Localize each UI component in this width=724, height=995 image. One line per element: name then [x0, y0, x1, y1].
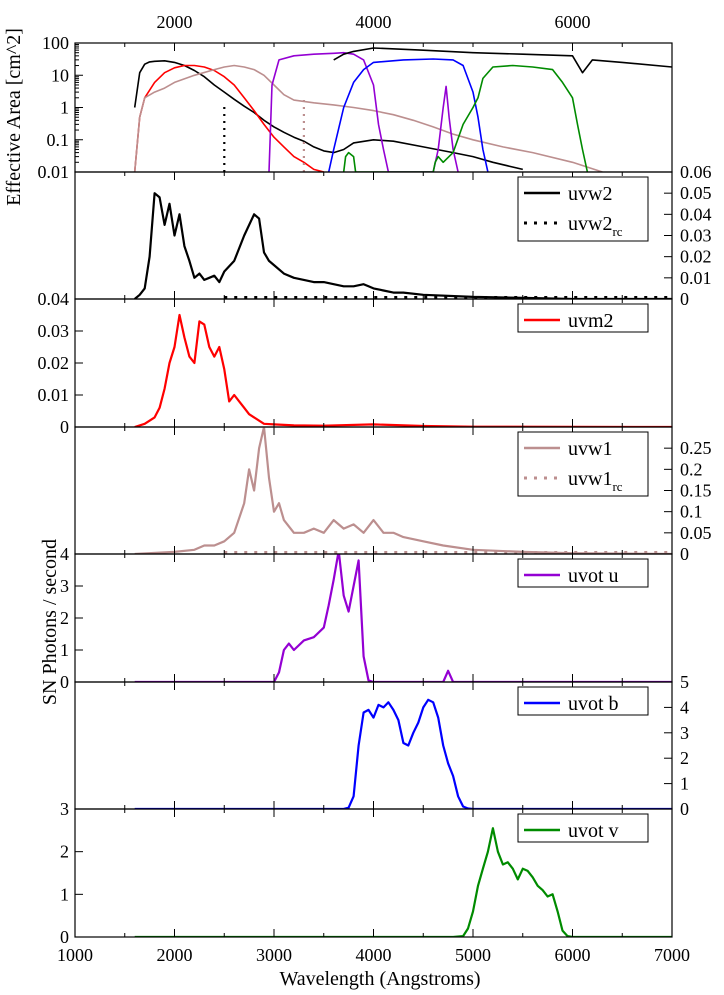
x-tick-label: 6000	[555, 945, 591, 965]
effective-area-line-uvot-b	[327, 58, 489, 172]
ea-y-tick-label: 0.1	[47, 130, 70, 150]
y-tick-label-right: 0.15	[680, 481, 712, 501]
legend-uvm2: uvm2	[517, 303, 649, 333]
panel-uvot-v: 0 1 2 3 uvot v	[60, 799, 673, 947]
effective-area-line-uvw2	[133, 59, 523, 171]
y-tick-label-right: 3	[680, 723, 689, 743]
y-tick-label-right: 0	[680, 799, 689, 819]
y-axis-label-area: Effective Area [cm^2]	[3, 28, 25, 206]
y-tick-label-left: 0.02	[38, 353, 70, 373]
effective-area-panel: 0.01 0.1 1 10 100 2000 4000 6000	[38, 12, 673, 182]
y-tick-label-right: 0.04	[680, 204, 712, 224]
y-tick-label-left: 0.04	[38, 289, 70, 309]
effective-area-line-uvw2-extended-	[333, 47, 672, 74]
panel-uvot-u: 0 1 2 3 4 uvot u	[60, 544, 673, 692]
legend-box	[517, 176, 649, 242]
y-tick-label-left: 0.01	[38, 385, 70, 405]
y-tick-label-left: 2	[60, 608, 69, 628]
legend-label: uvot b	[568, 693, 619, 715]
series-line-uvw1	[134, 427, 672, 554]
legend-box	[517, 431, 649, 497]
ea-y-tick-label: 100	[42, 33, 69, 53]
legend-label: uvw2	[568, 183, 612, 205]
x-tick-label: 4000	[356, 945, 392, 965]
y-tick-label-left: 3	[60, 576, 69, 596]
y-tick-label-right: 0.25	[680, 438, 712, 458]
y-tick-label-left: 2	[60, 842, 69, 862]
y-tick-label-right: 0	[680, 289, 689, 309]
y-tick-label-right: 0.05	[680, 523, 712, 543]
ea-y-tick-label: 0.01	[38, 162, 70, 182]
x-tick-label: 5000	[455, 945, 491, 965]
effective-area-line-uvm2	[133, 64, 325, 172]
y-tick-label-right: 4	[680, 697, 689, 717]
y-tick-label-right: 0.1	[680, 502, 703, 522]
x-tick-label: 7000	[654, 945, 690, 965]
ea-y-tick-label: 1	[60, 98, 69, 118]
y-tick-label-right: 0.06	[680, 162, 712, 182]
legend-uvot-b: uvot b	[517, 686, 649, 716]
legend-box	[517, 558, 649, 588]
effective-area-line-uvot-u	[268, 51, 459, 172]
panel-uvot-b: 0 1 2 3 4 5 uvot b	[74, 672, 689, 819]
y-tick-label-right: 0	[680, 544, 689, 564]
legend-box	[517, 686, 649, 716]
legend-uvot-u: uvot u	[517, 558, 649, 588]
x-axis-label: Wavelength (Angstroms)	[279, 968, 480, 990]
y-tick-label-left: 1	[60, 640, 69, 660]
y-tick-label-right: 0.05	[680, 183, 712, 203]
y-tick-label-left: 0.03	[38, 321, 70, 341]
panel-frame	[74, 808, 673, 938]
effective-area-line-uvot-v	[342, 64, 589, 172]
effective-area-line-uvw1	[133, 64, 603, 172]
series-line-uvw2	[133, 192, 672, 299]
y-tick-label-left: 4	[60, 544, 69, 564]
y-axis-label-shared: SN Photons / second	[39, 539, 61, 705]
top-x-tick-label: 4000	[356, 12, 392, 32]
legend-subscript: rc	[612, 224, 622, 239]
y-tick-label-left: 0	[60, 417, 69, 437]
y-tick-label-right: 0.2	[680, 459, 703, 479]
series-line-uvot-u	[134, 554, 672, 682]
x-tick-label: 3000	[256, 945, 292, 965]
y-tick-label-right: 2	[680, 748, 689, 768]
y-tick-label-left: 0	[60, 672, 69, 692]
legend-uvot-v: uvot v	[517, 813, 649, 843]
legend-label: uvw1	[568, 438, 612, 460]
top-x-tick-label: 6000	[555, 12, 591, 32]
legend-box	[517, 813, 649, 843]
top-x-tick-label: 2000	[157, 12, 193, 32]
x-tick-label: 2000	[157, 945, 193, 965]
y-tick-label-right: 1	[680, 774, 689, 794]
y-tick-label-right: 5	[680, 672, 689, 692]
y-tick-label-left: 0	[60, 927, 69, 947]
legend-label: uvm2	[568, 310, 614, 332]
series-line-uvot-b	[134, 698, 672, 809]
legend-label: uvot u	[568, 565, 619, 587]
legend-box	[517, 303, 649, 333]
x-tick-label: 1000	[57, 945, 93, 965]
panel-uvm2: 0 0.01 0.02 0.03 0.04 uvm2	[38, 289, 673, 437]
legend-label: uvot v	[568, 820, 619, 842]
series-line-uvm2	[134, 313, 672, 427]
ea-y-tick-label: 10	[51, 65, 69, 85]
legend-subscript: rc	[612, 479, 622, 494]
y-tick-label-left: 1	[60, 884, 69, 904]
y-tick-label-right: 0.02	[680, 247, 712, 267]
y-tick-label-left: 3	[60, 799, 69, 819]
y-tick-label-right: 0.03	[680, 226, 712, 246]
effective-area-curves	[133, 47, 672, 172]
series-line-uvot-v	[134, 827, 672, 937]
y-tick-label-right: 0.01	[680, 268, 712, 288]
